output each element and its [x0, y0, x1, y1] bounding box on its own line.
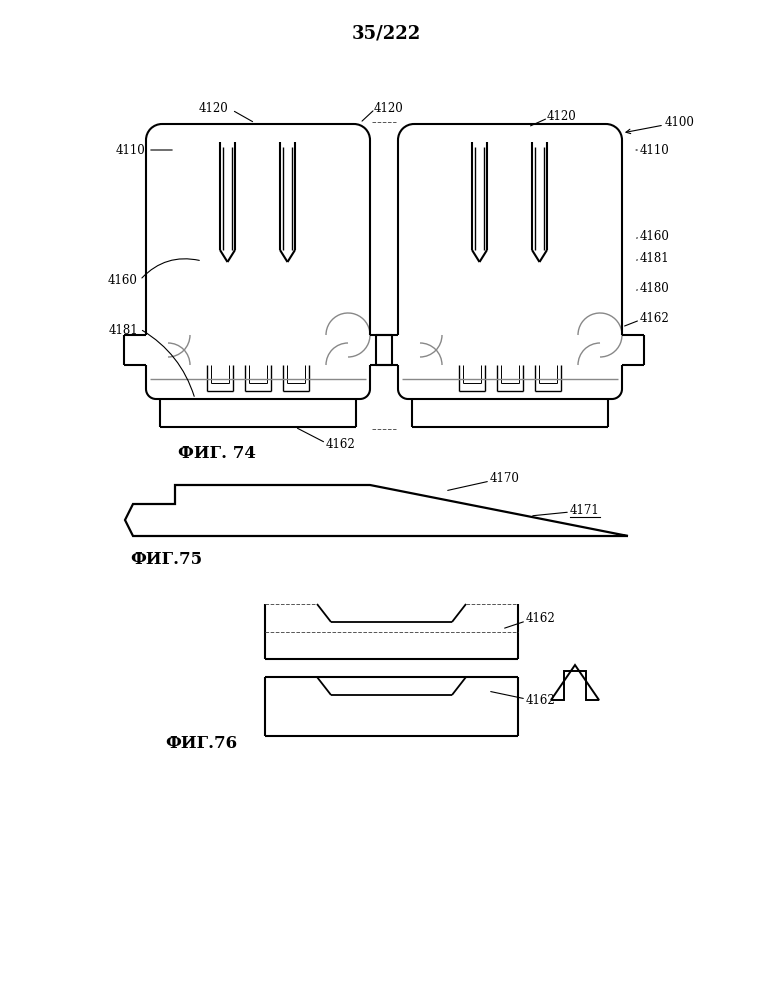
- Text: 4120: 4120: [374, 102, 404, 115]
- Text: 4120: 4120: [547, 111, 577, 124]
- Text: 4180: 4180: [640, 283, 670, 296]
- Text: 4110: 4110: [115, 144, 145, 157]
- Text: 4181: 4181: [108, 325, 138, 338]
- Text: 35/222: 35/222: [351, 24, 421, 42]
- Text: 4171: 4171: [570, 504, 600, 517]
- Text: 4110: 4110: [640, 144, 670, 157]
- Text: 4162: 4162: [326, 439, 356, 452]
- Text: 4170: 4170: [490, 473, 520, 486]
- Text: ФИГ. 74: ФИГ. 74: [178, 446, 256, 463]
- Text: 4162: 4162: [526, 612, 556, 625]
- Text: 4160: 4160: [640, 231, 670, 244]
- Text: 4162: 4162: [640, 313, 670, 326]
- Text: 4120: 4120: [198, 103, 228, 116]
- Text: 4181: 4181: [640, 253, 669, 266]
- Text: 4162: 4162: [526, 694, 556, 707]
- Text: ФИГ.76: ФИГ.76: [165, 735, 237, 752]
- Text: ФИГ.75: ФИГ.75: [130, 550, 202, 567]
- Text: 4100: 4100: [665, 117, 695, 130]
- Text: 4160: 4160: [108, 275, 138, 288]
